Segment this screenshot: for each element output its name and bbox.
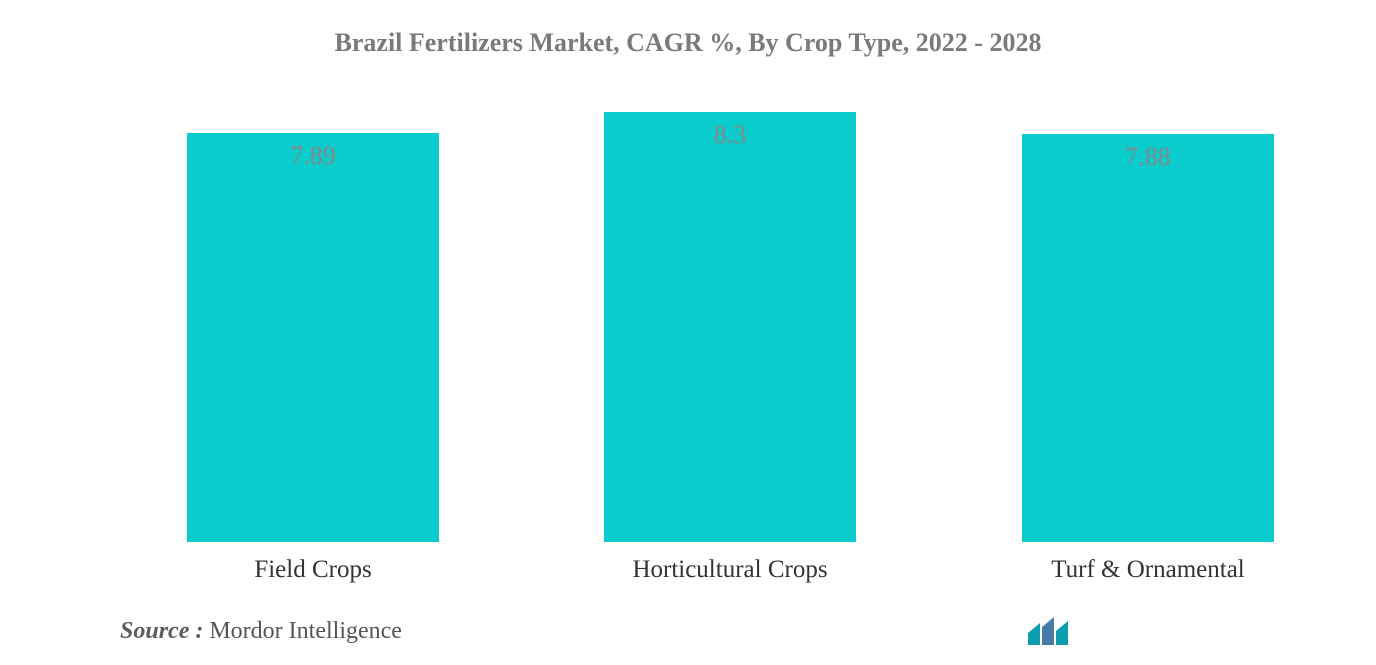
bar — [604, 112, 856, 542]
chart-title: Brazil Fertilizers Market, CAGR %, By Cr… — [0, 28, 1376, 58]
bar-group: 7.89Field Crops — [187, 82, 439, 542]
bar-category-label: Turf & Ornamental — [1022, 556, 1274, 584]
bar-value-label: 8.3 — [604, 120, 856, 150]
bar — [1022, 134, 1274, 542]
bar-group: 8.3Horticultural Crops — [604, 82, 856, 542]
footer: Source : Mordor Intelligence — [0, 605, 1376, 645]
source-attribution: Source : Mordor Intelligence — [120, 618, 402, 645]
plot-area: 7.89Field Crops 8.3Horticultural Crops 7.8… — [0, 82, 1376, 542]
bar-category-label: Horticultural Crops — [604, 556, 856, 584]
mordor-logo-icon — [1028, 615, 1076, 645]
chart-container: Brazil Fertilizers Market, CAGR %, By Cr… — [0, 0, 1376, 665]
source-label: Source : — [120, 618, 203, 644]
bar-value-label: 7.89 — [187, 141, 439, 171]
bar-group: 7.88Turf & Ornamental — [1022, 82, 1274, 542]
bar — [187, 133, 439, 542]
bar-category-label: Field Crops — [187, 556, 439, 584]
bar-value-label: 7.88 — [1022, 142, 1274, 172]
source-value: Mordor Intelligence — [209, 618, 402, 644]
